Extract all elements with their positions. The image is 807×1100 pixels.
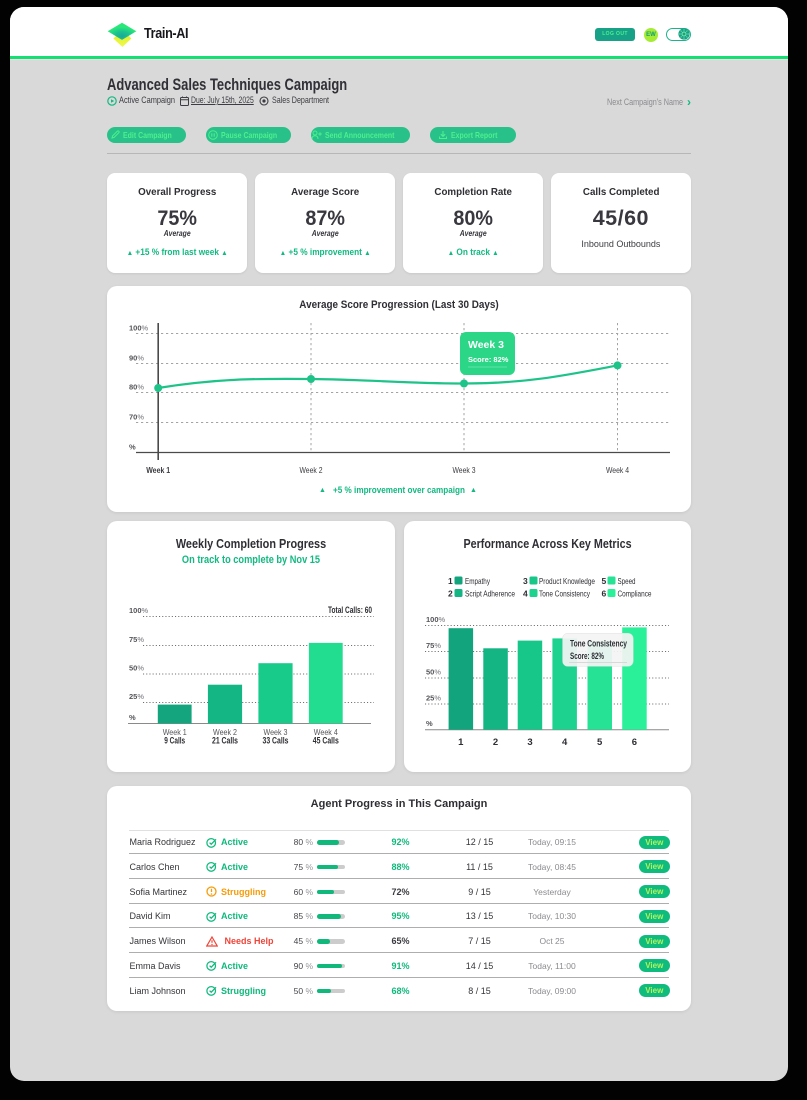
svg-text:45 Calls: 45 Calls [313,736,339,746]
svg-text:6: 6 [602,589,607,599]
svg-text:%: % [129,713,136,722]
svg-text:50%: 50% [426,668,441,677]
svg-text:Speed: Speed [618,576,636,586]
svg-text:Week 3: Week 3 [264,727,288,737]
svg-text:33 Calls: 33 Calls [263,736,289,746]
svg-text:4: 4 [562,737,568,748]
svg-text:100%: 100% [129,324,149,333]
svg-text:3: 3 [523,576,528,586]
svg-text:100%: 100% [426,615,446,624]
svg-text:50%: 50% [129,664,144,673]
svg-text:70%: 70% [129,413,144,422]
svg-text:Week 2: Week 2 [213,727,237,737]
svg-text:25%: 25% [426,694,441,703]
svg-text:+5 % improvement over campaign: +5 % improvement over campaign [333,485,465,496]
svg-text:9 Calls: 9 Calls [164,736,185,746]
svg-text:Product Knowledge: Product Knowledge [539,576,595,586]
svg-text:Total Calls: 60: Total Calls: 60 [328,605,372,615]
svg-text:%: % [426,719,433,728]
svg-text:1: 1 [448,576,453,586]
svg-text:Score: 82%: Score: 82% [468,355,509,364]
svg-text:Week 2: Week 2 [300,465,323,475]
svg-text:Week 1: Week 1 [163,727,187,737]
svg-text:Script Adherence: Script Adherence [465,589,515,599]
svg-text:80%: 80% [129,383,144,392]
svg-text:Score: 82%: Score: 82% [570,651,604,661]
svg-text:Week 1: Week 1 [146,465,170,475]
svg-text:Week 4: Week 4 [314,727,338,737]
svg-text:5: 5 [597,737,603,748]
svg-text:5: 5 [602,576,607,586]
svg-text:▲: ▲ [319,487,326,494]
svg-text:2: 2 [448,589,453,599]
svg-text:▲: ▲ [470,487,477,494]
svg-text:Tone Consistency: Tone Consistency [539,589,591,599]
svg-text:Week 3: Week 3 [453,465,476,475]
svg-text:%: % [129,443,136,452]
svg-text:Week 4: Week 4 [606,465,629,475]
svg-text:90%: 90% [129,354,144,363]
svg-text:21 Calls: 21 Calls [212,736,238,746]
svg-text:Tone Consistency: Tone Consistency [570,639,627,649]
svg-text:25%: 25% [129,692,144,701]
svg-text:4: 4 [523,589,528,599]
svg-text:3: 3 [527,737,532,748]
svg-text:1: 1 [458,737,464,748]
svg-text:Compliance: Compliance [618,589,652,599]
svg-text:2: 2 [493,737,498,748]
svg-text:Empathy: Empathy [465,576,491,586]
svg-text:75%: 75% [426,641,441,650]
svg-text:100%: 100% [129,606,149,615]
svg-text:6: 6 [632,737,637,748]
svg-text:75%: 75% [129,635,144,644]
svg-text:Week 3: Week 3 [468,339,504,351]
